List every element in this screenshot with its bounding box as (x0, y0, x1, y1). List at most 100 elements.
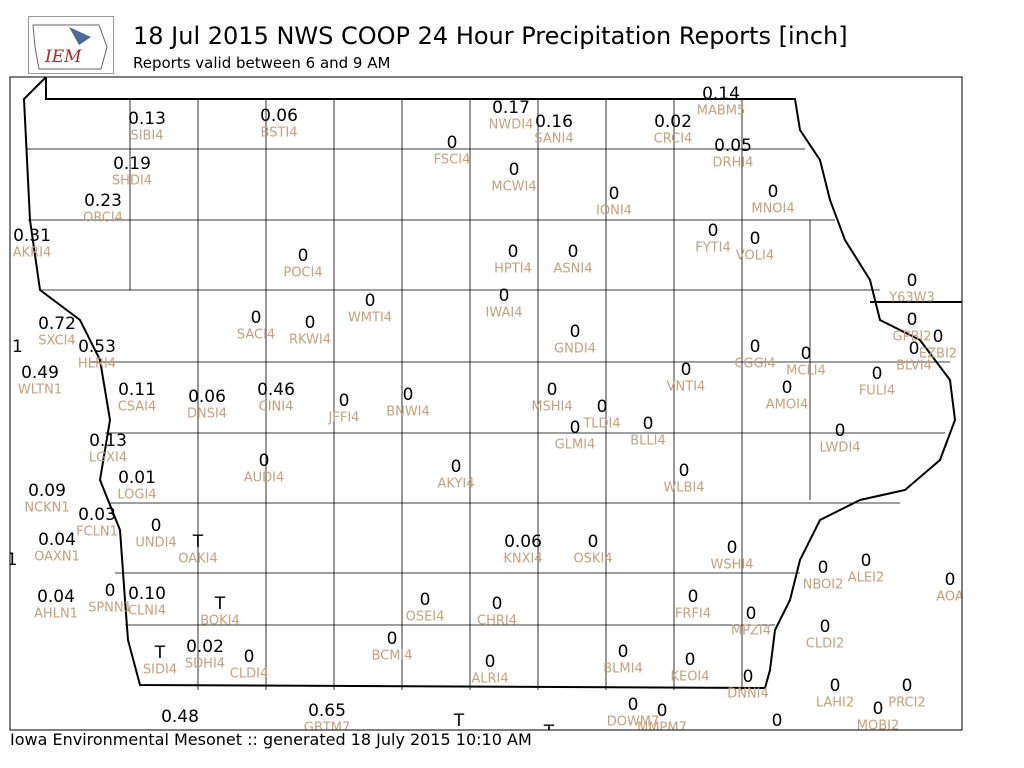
station-value: 0 (643, 414, 654, 434)
logo-graphic (32, 24, 108, 70)
station-id: DRHI4 (713, 156, 754, 171)
station-value: 0 (679, 461, 690, 481)
station-id: FULI4 (859, 384, 895, 399)
station-value: 0.05 (714, 136, 752, 156)
station-value: 0.06 (504, 532, 542, 552)
station-id: NCKN1 (24, 501, 69, 516)
station-id: MNOI4 (751, 202, 794, 217)
station-value: 0.13 (89, 431, 127, 451)
station-id: POCI4 (283, 266, 322, 281)
station-value: 0 (945, 570, 956, 590)
station-id: SHDI4 (112, 174, 152, 189)
logo-text: IEM (45, 47, 82, 67)
station-value: 0 (597, 397, 608, 417)
station-id: BLMI4 (603, 662, 642, 677)
station-id: AHLN1 (34, 607, 78, 622)
station-id: GPBI2 (893, 330, 932, 345)
station-id: HLRI4 (78, 357, 116, 372)
station-value: T (543, 722, 555, 742)
county-lines (22, 77, 962, 690)
station-value: 0.31 (13, 226, 51, 246)
station-value: 0 (618, 642, 629, 662)
station-value: 0.49 (21, 363, 59, 383)
station-value: 0 (772, 711, 783, 731)
station-value: 0.13 (128, 109, 166, 129)
station-id: CSAI4 (118, 400, 157, 415)
station-value: 0 (801, 344, 812, 364)
station-id: UNDI4 (135, 536, 176, 551)
station-value: 0.04 (38, 530, 76, 550)
logo: IEM (28, 16, 114, 74)
station-value: 0 (907, 271, 918, 291)
station-id: CRCI4 (654, 132, 693, 147)
station-value: 0 (750, 229, 761, 249)
station-value: 0.11 (118, 380, 156, 400)
station-id: LAHI2 (816, 696, 854, 711)
station-id: GNDI4 (554, 342, 596, 357)
station-value: 0 (902, 676, 913, 696)
station-value: 0 (451, 457, 462, 477)
station-id: NWDI4 (489, 118, 534, 133)
station-value: 0 (873, 699, 884, 719)
station-id: SIBI4 (130, 129, 163, 144)
station-value: 0.23 (84, 191, 122, 211)
station-value: 0 (305, 313, 316, 333)
station-value: 0 (509, 160, 520, 180)
station-value: 0 (835, 421, 846, 441)
station-value: 0 (570, 418, 581, 438)
station-value: 0 (708, 221, 719, 241)
station-id: ASNI4 (554, 262, 593, 277)
station-id: KNXI4 (503, 552, 542, 567)
station-value: 0 (750, 337, 761, 357)
station-id: IWAI4 (486, 306, 523, 321)
station-id: AKYI4 (437, 477, 474, 492)
station-id: SXCI4 (38, 334, 75, 349)
station-id: BCMI4 (371, 649, 412, 664)
station-value: 71 (1, 337, 23, 357)
station-id: MPZI4 (731, 624, 771, 639)
station-value: 0 (244, 647, 255, 667)
station-id: VOLI4 (736, 249, 774, 264)
station-id: DOWM7 (607, 715, 660, 730)
station-value: 0.65 (308, 701, 346, 721)
station-value: 0 (259, 451, 270, 471)
station-id: VNTI4 (667, 380, 706, 395)
station-id: HPTI4 (494, 262, 532, 277)
station-value: 0 (830, 676, 841, 696)
station-value: 0 (403, 385, 414, 405)
station-id: AOA (936, 590, 964, 605)
station-id: CGGI4 (734, 357, 775, 372)
station-value: 0.01 (118, 468, 156, 488)
station-id: WLTN1 (18, 383, 62, 398)
station-value: 0 (685, 650, 696, 670)
station-value: 0.53 (78, 337, 116, 357)
station-id: TLDI4 (582, 417, 620, 432)
station-id: BSTI4 (261, 126, 298, 141)
station-id: Y63W3 (888, 291, 935, 306)
station-value: 0.06 (188, 387, 226, 407)
station-value: 0.14 (702, 84, 740, 104)
station-id: KEOI4 (670, 670, 709, 685)
station-value: 0 (818, 558, 829, 578)
station-value: 0 (485, 652, 496, 672)
station-id: FYTI4 (695, 241, 730, 256)
station-value: 0 (547, 380, 558, 400)
station-value: 0 (298, 246, 309, 266)
station-id: EZBI2 (919, 347, 957, 362)
station-value: 0 (746, 604, 757, 624)
station-value: 0.72 (38, 314, 76, 334)
station-value: 0 (609, 184, 620, 204)
station-value: 0 (657, 701, 668, 721)
station-value: 0 (628, 695, 639, 715)
station-id: SANI4 (534, 132, 573, 147)
station-id: ALRI4 (471, 672, 508, 687)
station-id: CINI4 (259, 400, 294, 415)
station-value: 0 (743, 667, 754, 687)
station-id: BOKI4 (200, 614, 240, 629)
station-value: 0 (365, 291, 376, 311)
station-value: 0.46 (257, 380, 295, 400)
station-id: LGXI4 (89, 451, 127, 466)
station-value: 0 (681, 360, 692, 380)
station-value: 0.03 (78, 505, 116, 525)
subtitle: Reports valid between 6 and 9 AM (133, 54, 391, 72)
